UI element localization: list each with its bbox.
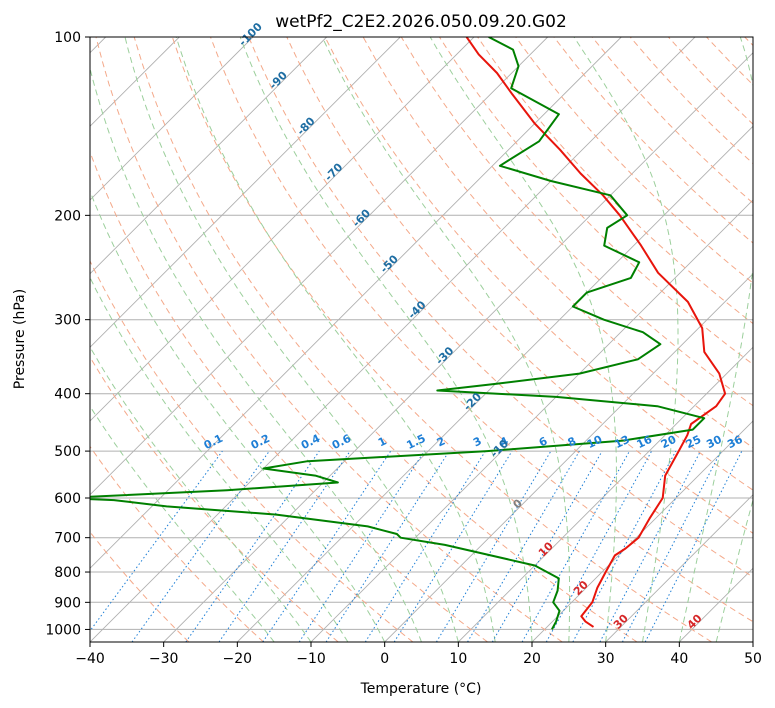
moist-adiabat-line bbox=[90, 346, 312, 642]
y-tick-label: 300 bbox=[54, 313, 81, 329]
moist-adiabat-line bbox=[90, 276, 349, 642]
mixing-ratio-label: 13 bbox=[612, 433, 631, 451]
isotherm-line bbox=[90, 37, 549, 496]
mixing-ratio-label: 30 bbox=[704, 433, 724, 452]
data-series bbox=[90, 37, 727, 630]
x-tick-label: 0 bbox=[380, 651, 389, 667]
y-tick-label: 700 bbox=[54, 531, 81, 547]
isotherm-line bbox=[752, 641, 753, 642]
dry-adiabat-line bbox=[210, 37, 753, 623]
mixing-ratio-label: 36 bbox=[725, 433, 745, 452]
isotherm-line bbox=[384, 273, 753, 642]
dewpoint-profile-line bbox=[90, 37, 706, 630]
mixing-ratio-line bbox=[185, 450, 320, 642]
moist-adiabat-line bbox=[239, 37, 533, 642]
moist-adiabat-line bbox=[678, 37, 753, 642]
mixing-ratio-line bbox=[325, 450, 450, 642]
x-tick-label: −10 bbox=[296, 651, 326, 667]
isotherm-line bbox=[236, 125, 753, 642]
x-tick-label: 20 bbox=[523, 651, 541, 667]
moist-adiabat-line bbox=[429, 37, 617, 642]
y-tick-label: 600 bbox=[54, 491, 81, 507]
mixing-ratio-label: 20 bbox=[659, 433, 679, 452]
dry-adiabat-line bbox=[171, 37, 712, 642]
dry-adiabat-line bbox=[133, 37, 638, 642]
mixing-ratio-line bbox=[364, 450, 486, 642]
isotherm-line bbox=[90, 37, 254, 201]
chart-title: wetPf2_C2E2.2026.050.09.20.G02 bbox=[275, 12, 567, 32]
y-tick-label: 200 bbox=[54, 208, 81, 224]
temperature-profile-line bbox=[465, 37, 727, 628]
x-tick-label: 40 bbox=[670, 651, 688, 667]
moist-adiabat-line bbox=[90, 66, 422, 642]
mixing-ratio-label: 25 bbox=[684, 433, 703, 451]
dry-adiabat-line bbox=[515, 37, 753, 284]
mixing-ratio-label: 10 bbox=[585, 433, 605, 452]
y-tick-label: 800 bbox=[54, 565, 81, 581]
moist-adiabat-line bbox=[573, 37, 679, 642]
dry-adiabat-line bbox=[90, 356, 339, 642]
isotherm-line bbox=[457, 346, 753, 642]
isotherm-line bbox=[90, 37, 475, 422]
x-tick-label: −20 bbox=[223, 651, 253, 667]
y-tick-label: 900 bbox=[54, 595, 81, 611]
mixing-ratio-label: 16 bbox=[635, 433, 655, 452]
dry-adiabat-line bbox=[248, 37, 753, 578]
dry-adiabat-line bbox=[324, 37, 753, 491]
moist-adiabat-line bbox=[124, 37, 459, 642]
y-axis-label: Pressure (hPa) bbox=[12, 289, 28, 389]
mixing-ratio-line bbox=[491, 450, 603, 642]
y-tick-label: 500 bbox=[54, 444, 81, 460]
x-tick-label: 10 bbox=[449, 651, 467, 667]
mixing-ratio-line bbox=[572, 450, 677, 642]
moist-adiabat-line bbox=[90, 405, 275, 642]
mixing-ratio-line bbox=[521, 450, 630, 642]
moist-adiabat-line bbox=[175, 37, 496, 642]
x-tick-label: 50 bbox=[744, 651, 762, 667]
x-tick-label: 30 bbox=[597, 651, 615, 667]
dry-adiabat-line bbox=[95, 37, 563, 642]
plot-frame bbox=[89, 36, 754, 643]
isotherm-line bbox=[163, 52, 753, 642]
moist-adiabat-line bbox=[715, 497, 753, 642]
dry-adiabat-line bbox=[90, 445, 264, 642]
dry-adiabat-line bbox=[90, 259, 414, 642]
x-tick-label: −40 bbox=[75, 651, 105, 667]
mixing-ratio-line bbox=[545, 450, 653, 642]
dry-adiabat-line bbox=[286, 37, 753, 534]
mixing-ratio-line bbox=[467, 450, 580, 642]
isotherm-line bbox=[605, 494, 753, 642]
isotherm-line bbox=[90, 37, 328, 275]
axes: −40 −30 −20 −10 0 10 20 30 40 50 100 200 300 400 500 60… bbox=[45, 30, 762, 667]
y-tick-label: 1000 bbox=[45, 622, 81, 638]
x-axis-label: Temperature (°C) bbox=[360, 681, 482, 697]
y-tick-label: 100 bbox=[54, 30, 81, 46]
mixing-ratio-line bbox=[435, 450, 552, 642]
background-lines bbox=[90, 37, 753, 642]
moist-adiabat-line bbox=[90, 189, 386, 642]
x-tick-label: −30 bbox=[149, 651, 179, 667]
y-tick-label: 400 bbox=[54, 387, 81, 403]
isotherm-line bbox=[90, 37, 401, 348]
isotherm-line bbox=[90, 37, 622, 569]
